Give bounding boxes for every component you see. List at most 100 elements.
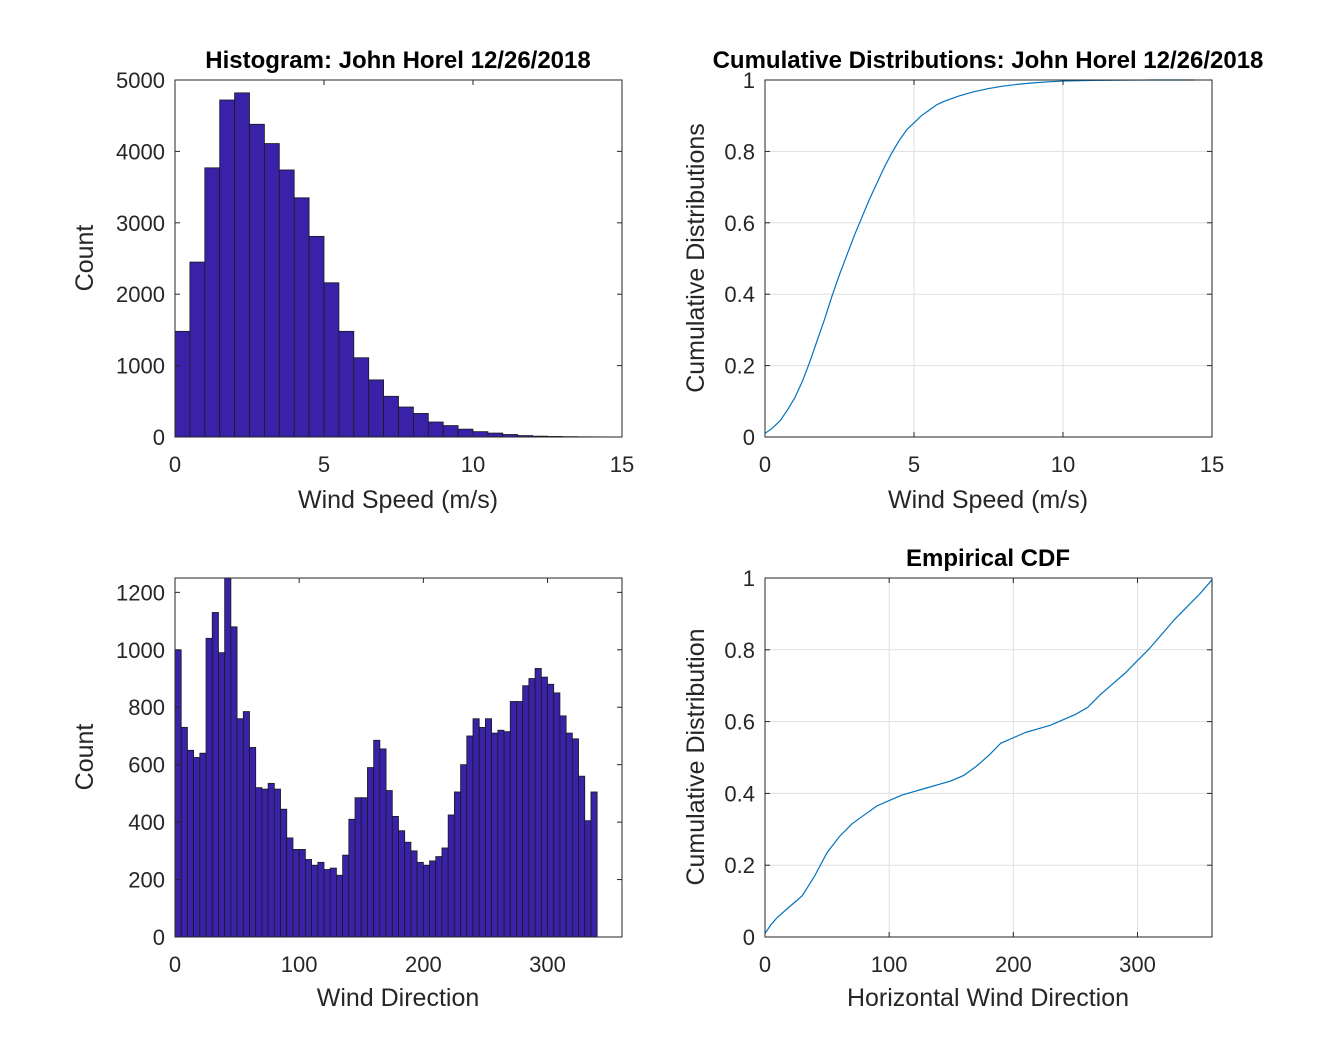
wind-direction-histogram-bar bbox=[578, 775, 586, 938]
wind-direction-histogram-bar bbox=[516, 701, 524, 938]
wind-direction-histogram-x-tick-label: 300 bbox=[529, 952, 566, 977]
wind-direction-histogram-bar bbox=[528, 678, 536, 938]
wind-direction-histogram-bar bbox=[311, 864, 319, 938]
wind-speed-histogram-bar bbox=[204, 167, 221, 438]
wind-direction-cdf-y-tick-label: 0.8 bbox=[724, 638, 755, 663]
wind-direction-cdf-y-tick-label: 0.4 bbox=[724, 781, 755, 806]
wind-direction-histogram-bar bbox=[236, 718, 244, 938]
wind-direction-histogram-xlabel: Wind Direction bbox=[317, 984, 480, 1012]
wind-direction-histogram-bar bbox=[478, 726, 486, 938]
wind-speed-histogram-x-tick-label: 0 bbox=[169, 452, 181, 477]
wind-direction-cdf-y-tick-label: 0.2 bbox=[724, 853, 755, 878]
wind-speed-histogram-bar bbox=[219, 99, 235, 438]
wind-direction-cdf-title: Empirical CDF bbox=[906, 545, 1070, 572]
wind-direction-histogram-bar bbox=[435, 856, 443, 938]
wind-speed-histogram-bar bbox=[457, 428, 474, 438]
wind-speed-cdf-x-tick-label: 0 bbox=[759, 452, 771, 477]
wind-direction-histogram-bar bbox=[348, 818, 356, 938]
wind-direction-histogram-bar bbox=[565, 732, 573, 938]
wind-direction-histogram-bar bbox=[385, 790, 393, 938]
wind-direction-histogram-bar bbox=[391, 815, 399, 938]
wind-direction-histogram-bar bbox=[590, 791, 598, 938]
wind-speed-histogram-x-tick-label: 10 bbox=[461, 452, 485, 477]
wind-direction-histogram-y-tick-label: 1200 bbox=[116, 580, 165, 605]
wind-direction-histogram-y-tick-label: 1000 bbox=[116, 638, 165, 663]
wind-direction-histogram-x-tick-label: 200 bbox=[405, 952, 442, 977]
wind-direction-histogram-bar bbox=[404, 841, 412, 938]
wind-direction-histogram-bar bbox=[329, 867, 337, 938]
wind-direction-histogram-bar bbox=[249, 747, 257, 938]
wind-speed-cdf-panel: 0 5 10 15 0 0.2 0.4 0.6 0.8 1 Cumulative Distribu… bbox=[682, 47, 1263, 514]
wind-direction-histogram-y-tick-label: 600 bbox=[128, 753, 165, 778]
wind-direction-histogram-bar bbox=[218, 652, 226, 938]
wind-direction-cdf-x-tick-label: 0 bbox=[759, 952, 771, 977]
wind-speed-histogram-bar bbox=[487, 432, 504, 438]
wind-direction-histogram-bar bbox=[342, 854, 350, 938]
wind-direction-histogram-bar bbox=[174, 649, 182, 938]
wind-direction-cdf-x-tick-label: 200 bbox=[995, 952, 1032, 977]
wind-direction-histogram-bar bbox=[199, 752, 207, 938]
wind-direction-histogram-bar bbox=[193, 757, 201, 938]
wind-direction-histogram-bar bbox=[304, 859, 312, 938]
wind-speed-histogram-bar bbox=[278, 169, 295, 438]
wind-speed-cdf-x-tick-label: 15 bbox=[1200, 452, 1224, 477]
wind-direction-histogram-bar bbox=[447, 814, 455, 938]
wind-direction-histogram-bar bbox=[466, 735, 474, 938]
wind-direction-histogram-bar bbox=[224, 577, 232, 938]
wind-direction-histogram-bar bbox=[273, 788, 281, 938]
wind-direction-histogram-bar bbox=[267, 782, 275, 938]
wind-speed-cdf-y-tick-label: 0.6 bbox=[724, 211, 755, 236]
wind-speed-histogram-bar bbox=[412, 413, 429, 438]
wind-direction-histogram-y-tick-label: 0 bbox=[153, 925, 165, 950]
wind-speed-cdf-axes-box bbox=[764, 79, 1213, 438]
wind-direction-cdf-line bbox=[764, 579, 1213, 934]
wind-direction-histogram-bar bbox=[559, 715, 567, 938]
wind-direction-histogram-bar bbox=[323, 869, 331, 938]
wind-direction-histogram-x-tick-label: 0 bbox=[169, 952, 181, 977]
wind-direction-histogram-axes-box bbox=[174, 577, 623, 938]
wind-direction-histogram-bar bbox=[509, 701, 517, 938]
wind-direction-histogram-bar bbox=[540, 676, 548, 938]
wind-direction-histogram-bar bbox=[503, 731, 511, 938]
wind-speed-histogram-xlabel: Wind Speed (m/s) bbox=[298, 486, 498, 514]
wind-speed-histogram-bar bbox=[249, 123, 265, 438]
wind-direction-histogram-bar bbox=[367, 767, 375, 938]
wind-direction-cdf-y-tick-label: 1 bbox=[743, 566, 755, 591]
wind-speed-cdf-y-tick-label: 0.4 bbox=[724, 282, 755, 307]
wind-speed-cdf-y-tick-label: 1 bbox=[743, 68, 755, 93]
wind-direction-cdf-plot-area bbox=[765, 578, 1212, 937]
wind-direction-histogram-bar bbox=[416, 861, 424, 938]
wind-direction-histogram-bar bbox=[547, 683, 555, 938]
wind-direction-cdf-x-tick-label: 300 bbox=[1119, 952, 1156, 977]
wind-direction-histogram-bar bbox=[317, 861, 325, 938]
wind-direction-histogram-x-tick-label: 100 bbox=[281, 952, 318, 977]
wind-direction-histogram-bar bbox=[336, 874, 344, 938]
wind-direction-cdf-ylabel: Cumulative Distribution bbox=[682, 628, 710, 885]
wind-speed-cdf-x-tick-label: 5 bbox=[908, 452, 920, 477]
wind-speed-cdf-x-tick-label: 10 bbox=[1051, 452, 1075, 477]
wind-direction-histogram-bar bbox=[211, 612, 219, 938]
wind-speed-histogram-ylabel: Count bbox=[71, 225, 99, 292]
wind-speed-histogram-bar bbox=[398, 406, 414, 438]
wind-direction-histogram-bar bbox=[410, 850, 418, 938]
wind-speed-histogram-bar bbox=[174, 330, 191, 438]
wind-speed-histogram-bar bbox=[338, 330, 355, 438]
wind-speed-histogram-y-tick-label: 1000 bbox=[116, 354, 165, 379]
wind-speed-histogram-y-tick-label: 3000 bbox=[116, 211, 165, 236]
wind-direction-histogram-bar bbox=[187, 749, 195, 938]
wind-speed-cdf-title: Cumulative Distributions: John Horel 12/… bbox=[713, 47, 1264, 74]
wind-speed-cdf-plot-area bbox=[765, 80, 1212, 437]
wind-direction-histogram-bar bbox=[534, 668, 542, 938]
wind-direction-histogram-bar bbox=[584, 820, 592, 938]
wind-direction-histogram-bar bbox=[422, 864, 430, 938]
wind-direction-histogram-y-tick-label: 400 bbox=[128, 810, 165, 835]
wind-direction-histogram-bar bbox=[491, 732, 499, 938]
wind-direction-histogram-bar bbox=[472, 718, 480, 938]
wind-speed-histogram-y-tick-label: 2000 bbox=[116, 282, 165, 307]
wind-direction-histogram-bar bbox=[354, 797, 362, 938]
wind-direction-histogram-panel: 0 100 200 300 0 200 400 600 800 1000 1200 Wind Dir… bbox=[71, 577, 623, 1012]
wind-direction-histogram-bar bbox=[242, 711, 250, 938]
wind-direction-cdf-panel: 0 100 200 300 0 0.2 0.4 0.6 0.8 1 Empirical CDF H… bbox=[682, 545, 1213, 1012]
wind-direction-histogram-bar bbox=[553, 692, 561, 938]
